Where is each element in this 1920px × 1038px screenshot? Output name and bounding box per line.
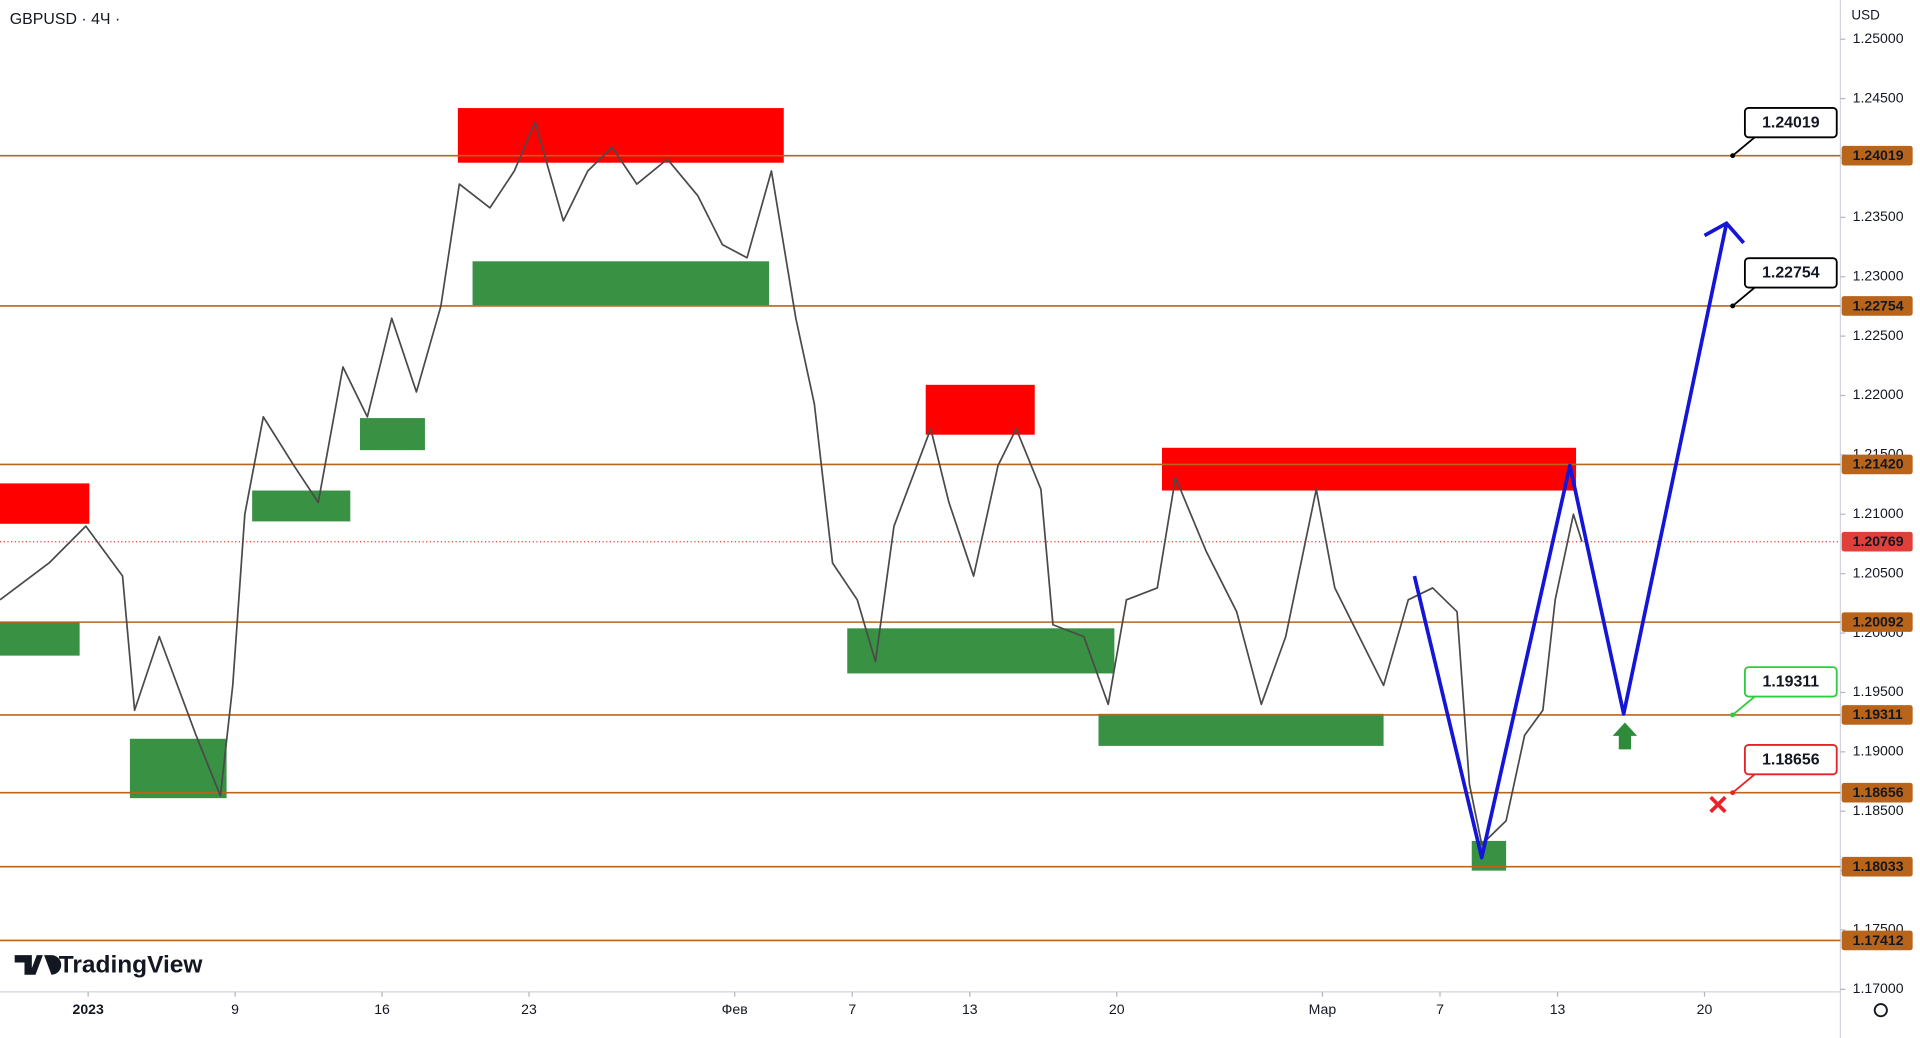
y-tick-label: 1.19000 [1853, 743, 1904, 759]
x-tick-label: 7 [1436, 1001, 1444, 1017]
zone [472, 261, 770, 306]
callout-label: 1.24019 [1762, 114, 1820, 131]
y-tick-label: 1.20500 [1853, 564, 1904, 580]
level-label-bg [1841, 296, 1913, 316]
zone [925, 384, 1035, 435]
callout-pointer [1732, 695, 1756, 716]
level-label: 1.17412 [1853, 932, 1904, 948]
stop-cross [1709, 795, 1727, 814]
y-tick-label: 1.18500 [1853, 802, 1904, 818]
callout-label: 1.22754 [1762, 265, 1820, 282]
x-tick-label: 20 [1109, 1001, 1125, 1017]
callout-dot [1730, 153, 1736, 159]
x-tick-label: Фев [722, 1001, 748, 1017]
x-tick-label: 13 [962, 1001, 978, 1017]
level-label: 1.18033 [1853, 858, 1904, 874]
callout-pointer [1732, 773, 1756, 794]
x-tick-label: Мар [1309, 1001, 1337, 1017]
y-tick-label: 1.23000 [1853, 267, 1904, 283]
zone [360, 418, 425, 451]
y-tick-label: 1.22500 [1853, 327, 1904, 343]
callout-box [1743, 744, 1838, 776]
last-price-label: 1.20769 [1853, 533, 1904, 549]
price-line [0, 121, 1583, 846]
currency-label[interactable]: USD [1851, 7, 1880, 22]
callout-dot [1730, 790, 1736, 796]
callout-dot [1730, 303, 1736, 309]
zone [0, 483, 90, 524]
zone [847, 628, 1115, 674]
x-tick-label: 2023 [72, 1001, 103, 1017]
level-label: 1.18656 [1853, 784, 1904, 800]
callout-pointer [1732, 136, 1756, 157]
x-tick-label: 20 [1697, 1001, 1713, 1017]
callout-box [1743, 107, 1838, 139]
projection-line [1412, 222, 1729, 860]
level-label: 1.21420 [1853, 456, 1904, 472]
level-label: 1.20092 [1853, 613, 1904, 629]
level-label-bg [1841, 782, 1913, 803]
zone [1161, 447, 1577, 491]
settings-icon[interactable] [1873, 1003, 1888, 1018]
y-tick-label: 1.25000 [1853, 30, 1904, 46]
y-tick-label: 1.17000 [1853, 980, 1904, 996]
callout-label: 1.18656 [1762, 751, 1820, 768]
level-label-bg [1841, 145, 1913, 166]
zone [1098, 713, 1384, 746]
logo-text: TradingView [59, 952, 204, 979]
x-tick-label: 7 [848, 1001, 856, 1017]
callout-label: 1.19311 [1763, 674, 1820, 691]
callout-box [1743, 666, 1838, 698]
zone [0, 622, 80, 656]
y-tick-label: 1.23500 [1853, 208, 1904, 224]
buy-arrow [1612, 722, 1638, 750]
logo: TradingView [14, 952, 204, 979]
callout-box [1743, 257, 1838, 289]
logo-mark [14, 955, 62, 975]
y-tick-label: 1.21000 [1853, 505, 1904, 521]
zone [457, 108, 784, 163]
last-price-bg [1841, 531, 1913, 552]
projection-arrowhead [1703, 220, 1746, 245]
x-tick-label: 23 [521, 1001, 537, 1017]
level-label-bg [1841, 705, 1913, 725]
callout-dot [1730, 712, 1736, 718]
level-label-bg [1841, 454, 1913, 475]
level-label: 1.19311 [1853, 706, 1903, 722]
level-label-bg [1841, 930, 1913, 951]
zone [252, 490, 351, 522]
gear[interactable] [1873, 1003, 1888, 1018]
y-tick-label: 1.24500 [1853, 89, 1904, 105]
x-tick-label: 16 [374, 1001, 390, 1017]
level-label: 1.22754 [1853, 297, 1904, 313]
level-label-bg [1841, 612, 1913, 632]
callout-pointer [1732, 286, 1756, 307]
y-tick-label: 1.22000 [1853, 386, 1904, 402]
level-label: 1.24019 [1853, 147, 1904, 163]
y-tick-label: 1.19500 [1853, 683, 1904, 699]
level-label-bg [1841, 856, 1913, 877]
x-tick-label: 13 [1550, 1001, 1566, 1017]
zone [129, 738, 227, 799]
x-tick-label: 9 [231, 1001, 239, 1017]
symbol-title: GBPUSD · 4Ч · [10, 11, 120, 28]
